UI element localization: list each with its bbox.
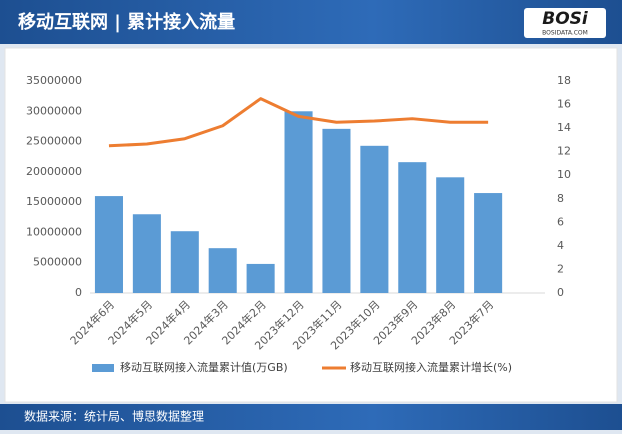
bar [94,196,123,293]
y2-tick-label: 16 [557,98,571,111]
legend-swatch [92,364,114,372]
bar [132,214,161,293]
bar [322,128,351,293]
y-tick-label: 20000000 [26,165,82,178]
bar [284,111,313,294]
y2-tick-label: 4 [557,239,564,252]
y2-tick-label: 2 [557,262,564,275]
legend-label: 移动互联网接入流量累计增长(%) [350,360,512,374]
bar [474,193,503,293]
y-tick-label: 25000000 [26,135,82,148]
source: 数据来源：统计局、博思数据整理 [24,409,204,424]
y2-tick-label: 10 [557,168,571,181]
y2-tick-label: 6 [557,215,564,228]
y-tick-label: 15000000 [26,195,82,208]
y-tick-label: 30000000 [26,104,82,117]
bar [208,248,237,293]
y2-tick-label: 0 [557,286,564,299]
bar [170,231,199,293]
y-tick-label: 5000000 [33,256,82,269]
y2-tick-label: 18 [557,74,571,87]
line [108,97,489,148]
chart-title: 移动互联网 | 累计接入流量 [18,11,235,33]
y2-tick-label: 14 [557,121,571,134]
bar [436,177,465,293]
y-tick-label: 35000000 [26,74,82,87]
bar [360,145,389,293]
header-bar [0,0,622,44]
y2-tick-label: 12 [557,145,571,158]
logo-box [524,8,606,38]
footer-bar [0,404,622,430]
y-tick-label: 10000000 [26,225,82,238]
logo: BOSi [542,9,589,29]
bar [398,162,427,293]
bar [246,263,275,293]
y-tick-label: 0 [75,286,82,299]
logo-url: BOSIDATA.COM [542,30,588,37]
legend-label: 移动互联网接入流量累计值(万GB) [120,360,288,374]
y2-tick-label: 8 [557,192,564,205]
